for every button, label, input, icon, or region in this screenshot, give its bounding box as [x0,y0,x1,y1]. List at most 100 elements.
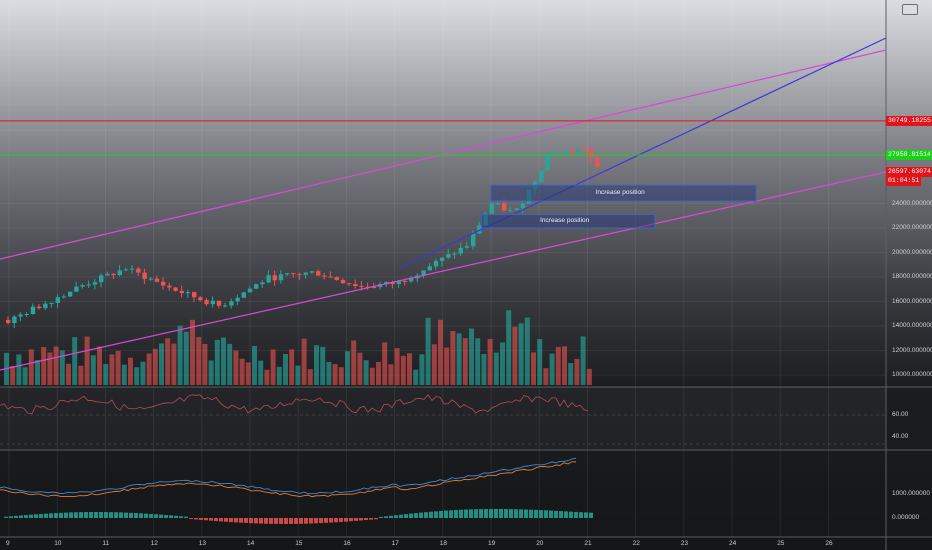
candle [229,301,234,306]
lower-channel-line [0,171,887,371]
y-axis-tick-label: 20000.000000 [892,248,932,256]
candle [43,303,48,309]
volume-bar [413,369,419,385]
candle [99,275,104,283]
x-axis-tick-label: 22 [632,540,640,547]
macd-histogram-bar [374,518,378,520]
candle [260,282,265,285]
macd-histogram-bar [324,518,328,523]
candle [440,257,445,261]
macd-histogram-bar [349,518,353,522]
volume-bar [84,336,90,385]
volume-bar [295,365,301,385]
y-axis-tick-label: 14000.000000 [892,322,932,329]
macd-histogram-bar [414,513,418,518]
chart-settings-icon[interactable] [902,4,918,15]
candle [539,170,544,182]
annotation-label: Increase position [595,189,645,197]
volume-bar [90,355,96,385]
macd-histogram-bar [544,510,548,518]
macd-histogram-bar [209,518,213,521]
volume-bar [183,331,189,385]
x-axis-tick-label: 26 [825,540,833,547]
x-axis-tick-label: 21 [584,540,592,547]
volume-bar [462,338,468,385]
macd-histogram-bar [529,509,533,518]
candle [37,306,42,309]
macd-histogram-bar [224,518,228,522]
macd-histogram-bar [229,518,233,523]
volume-bar [400,355,406,385]
volume-bar [196,337,202,385]
volume-bar [345,351,350,385]
candle [409,278,414,282]
volume-bar [475,338,481,385]
volume-bar [307,369,313,385]
candle [502,203,507,211]
candle [483,213,488,226]
volume-bar [419,354,425,385]
macd-histogram-bar [19,515,23,518]
macd-histogram-bar [259,518,263,524]
volume-bar [376,361,381,385]
volume-bar [121,364,127,385]
macd-histogram-bar [164,515,168,518]
candle [18,314,23,317]
volume-bar [152,348,158,385]
macd-histogram-bar [354,518,358,521]
macd-histogram-bar [29,514,33,518]
macd-histogram-bar [44,513,48,518]
volume-bar [518,323,524,385]
volume-bar [444,347,450,385]
candle [347,283,352,285]
volume-bar [47,352,53,385]
volume-bar [134,367,140,385]
macd-histogram-bar [99,512,103,518]
candle [533,181,538,190]
candle [111,273,116,276]
candle [210,300,215,305]
volume-bar [115,350,121,385]
macd-histogram-bar [464,509,468,518]
candle [30,306,36,315]
macd-histogram-bar [239,518,243,523]
candle [179,290,184,294]
macd-histogram-bar [424,512,428,518]
volume-bar [22,367,28,385]
macd-histogram-bar [569,511,573,518]
candle [570,151,575,154]
macd-histogram-bar [4,516,8,518]
candle [80,285,85,287]
x-axis-tick-label: 9 [6,540,10,547]
macd-histogram-bar [264,518,268,524]
macd-histogram-bar [389,515,393,518]
rsi-line [0,394,589,414]
candle [167,285,172,288]
candle [328,276,333,278]
volume-bar [245,362,251,385]
candle [309,271,315,273]
macd-histogram-bar [194,518,198,520]
volume-bar [258,360,264,385]
macd-histogram-bar [39,513,43,518]
candle [458,247,463,254]
volume-bar [357,352,363,385]
candle [86,284,91,286]
volume-bar [41,346,47,385]
volume-bar [320,346,326,385]
candle [526,189,532,204]
candle [185,292,191,294]
x-axis-tick-label: 25 [777,540,785,547]
macd-line [0,457,577,495]
volume-bar [165,338,171,385]
volume-bar [301,338,307,385]
volume-bar [283,354,288,385]
candle [161,281,166,286]
volume-bar [214,339,220,385]
macd-histogram-bar [49,513,53,518]
macd-histogram-bar [114,512,118,518]
candle [154,278,160,282]
trend-line-blue [399,37,887,269]
macd-histogram-bar [584,512,588,518]
